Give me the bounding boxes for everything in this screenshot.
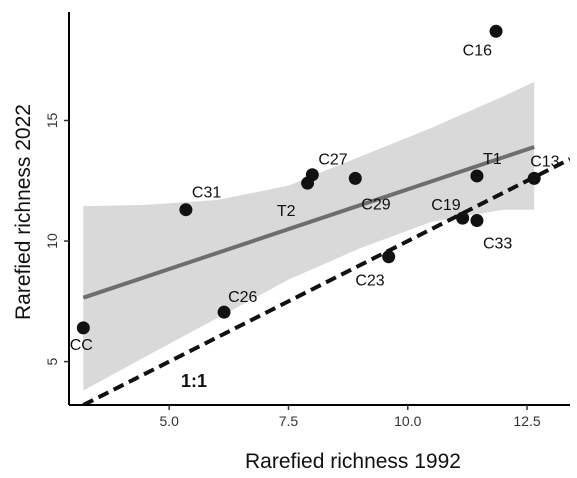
y-tick-label: 10 bbox=[44, 233, 60, 249]
y-axis-title: Rarefied richness 2022 bbox=[12, 104, 35, 320]
data-point-label-c19: C19 bbox=[431, 197, 460, 214]
data-point-label-t2: T2 bbox=[277, 203, 296, 220]
reference-line-label: 1:1 bbox=[181, 371, 207, 391]
data-point-c33 bbox=[470, 214, 484, 228]
data-point-c19 bbox=[456, 211, 470, 225]
data-point-c27 bbox=[305, 168, 319, 182]
data-point-c16 bbox=[489, 24, 503, 38]
data-point-cc bbox=[76, 321, 90, 335]
data-point-c26 bbox=[217, 305, 231, 319]
data-point-label-c31: C31 bbox=[192, 185, 221, 202]
data-point-label-cc: CC bbox=[70, 337, 93, 354]
x-tick-label: 7.5 bbox=[279, 413, 299, 429]
data-point-label-c27: C27 bbox=[318, 152, 347, 169]
data-point-label-c26: C26 bbox=[228, 289, 257, 306]
x-tick-label: 10.0 bbox=[394, 413, 421, 429]
x-tick-label: 5.0 bbox=[159, 413, 179, 429]
confidence-band bbox=[83, 81, 535, 391]
data-point-c31 bbox=[179, 203, 193, 217]
data-point-label-c13: C13 bbox=[530, 153, 559, 170]
data-point-label-t1: T1 bbox=[483, 151, 502, 168]
x-tick-label: 12.5 bbox=[513, 413, 540, 429]
y-tick-label: 15 bbox=[44, 112, 60, 128]
x-axis-title: Rarefied richness 1992 bbox=[245, 450, 461, 473]
reference-line-1to1 bbox=[82, 157, 570, 405]
y-tick-label: 5 bbox=[44, 357, 60, 365]
data-point-label-c33: C33 bbox=[483, 236, 512, 253]
data-point-label-c29: C29 bbox=[361, 196, 390, 213]
data-point-c13 bbox=[527, 171, 541, 185]
data-point-label-c16: C16 bbox=[463, 42, 492, 59]
data-point-c23 bbox=[382, 250, 396, 264]
data-point-t1 bbox=[470, 169, 484, 183]
regression-line bbox=[82, 145, 535, 300]
data-point-label-c23: C23 bbox=[355, 273, 384, 290]
data-point-c29 bbox=[348, 171, 362, 185]
